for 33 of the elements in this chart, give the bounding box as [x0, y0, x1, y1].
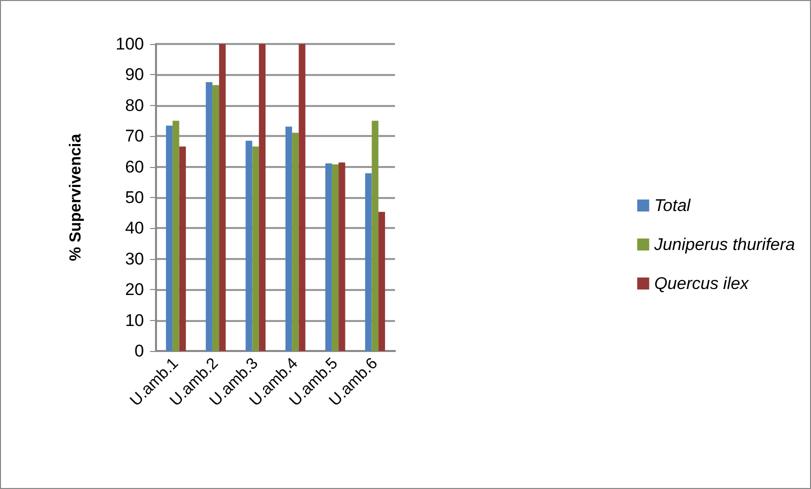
y-tick-label: 10 — [125, 310, 144, 330]
bar — [212, 85, 220, 351]
bar — [378, 212, 386, 351]
legend-label: Juniperus thurifera — [653, 235, 796, 254]
legend-label: Quercus ilex — [654, 274, 750, 293]
bar — [365, 173, 372, 351]
y-tick-label: 80 — [125, 96, 144, 115]
bar — [246, 140, 252, 351]
bar — [332, 164, 339, 351]
bar — [258, 44, 266, 351]
bar — [285, 126, 292, 351]
bar — [166, 126, 173, 351]
bar — [206, 82, 212, 351]
y-tick-label: 100 — [116, 34, 144, 54]
bar — [252, 146, 259, 351]
y-tick-label: 50 — [125, 188, 144, 207]
y-tick-label: 0 — [134, 342, 144, 360]
bar — [338, 162, 346, 351]
y-tick-label: 60 — [125, 157, 144, 176]
y-tick-label: 20 — [125, 280, 144, 300]
bar — [179, 146, 186, 351]
y-axis-title: % Supervivencia — [68, 134, 84, 262]
bar — [298, 44, 306, 351]
bar — [372, 120, 378, 351]
y-tick-label: 40 — [125, 218, 144, 238]
y-tick-label: 70 — [125, 126, 144, 146]
bar — [292, 132, 299, 351]
y-tick-label: 90 — [125, 65, 144, 84]
y-tick-label: 30 — [125, 249, 144, 268]
bar — [219, 44, 226, 351]
bar — [172, 120, 180, 351]
legend-label: Total — [654, 196, 692, 215]
bar — [325, 163, 332, 351]
